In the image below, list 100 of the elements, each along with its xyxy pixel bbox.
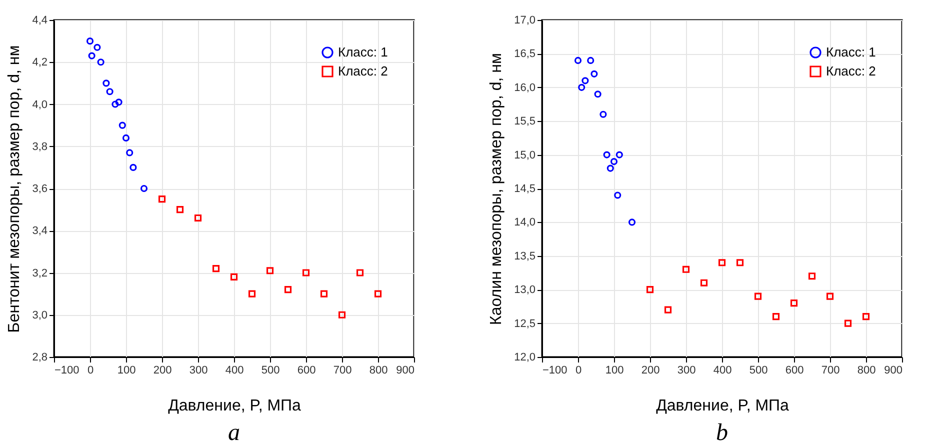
point xyxy=(616,151,623,158)
y-tick-label: 15,5 xyxy=(514,116,536,128)
y-tick-label: 15,0 xyxy=(514,149,536,162)
point xyxy=(194,214,202,222)
x-tick-label: 300 xyxy=(189,364,208,376)
legend-label: Класс: 1 xyxy=(826,44,876,60)
point xyxy=(86,38,94,45)
point xyxy=(338,311,346,318)
point xyxy=(590,70,598,78)
x-tick-label: 0 xyxy=(87,364,94,376)
y-tick-label: 13,0 xyxy=(514,284,536,296)
x-tick-label: 900 xyxy=(396,364,414,376)
x-tick-label: 700 xyxy=(821,364,840,376)
x-tick-label: 500 xyxy=(261,364,280,376)
point xyxy=(356,269,364,276)
point xyxy=(176,206,184,214)
point xyxy=(646,286,654,294)
x-tick-label: 100 xyxy=(605,364,624,376)
point xyxy=(862,313,870,320)
point xyxy=(122,134,130,142)
point xyxy=(682,266,690,273)
x-tick-label: 700 xyxy=(333,364,352,376)
x-tick-label: 0 xyxy=(575,364,582,376)
point xyxy=(574,56,582,64)
point xyxy=(606,164,614,172)
y-tick-label: 16,5 xyxy=(514,48,536,60)
x-axis-title: Давление, P, МПа xyxy=(168,398,302,414)
point xyxy=(600,110,607,118)
y-tick-label: 4,4 xyxy=(32,14,48,26)
point xyxy=(594,90,602,98)
point xyxy=(140,184,148,192)
legend-label: Класс: 2 xyxy=(826,64,876,78)
point xyxy=(284,286,292,294)
x-tick-label: 500 xyxy=(749,364,768,376)
y-tick-label: 4,2 xyxy=(32,56,48,69)
x-tick-label: 600 xyxy=(785,364,804,376)
y-tick-label: 16,0 xyxy=(514,82,536,94)
x-tick-label: 200 xyxy=(153,364,172,376)
point xyxy=(790,300,798,307)
x-tick-label: 800 xyxy=(369,364,388,376)
point xyxy=(610,158,618,166)
y-tick-label: 12,5 xyxy=(514,318,536,330)
x-axis-title: Давление, P, МПа xyxy=(656,398,790,414)
point xyxy=(320,290,328,298)
point xyxy=(106,88,114,96)
point xyxy=(844,320,852,327)
y-tick-label: 14,5 xyxy=(514,183,536,195)
point xyxy=(603,151,610,158)
point xyxy=(97,58,104,66)
point xyxy=(700,279,708,286)
y-tick-label: 2,8 xyxy=(32,352,48,364)
y-tick-label: 12,0 xyxy=(514,352,536,364)
point xyxy=(582,77,589,84)
point xyxy=(112,100,119,108)
point xyxy=(130,164,137,171)
point xyxy=(374,290,382,298)
point xyxy=(736,259,744,266)
point xyxy=(718,259,726,266)
x-tick-label: 400 xyxy=(225,364,244,376)
y-tick-label: 3,0 xyxy=(32,309,48,322)
x-tick-label: 800 xyxy=(857,364,876,376)
point xyxy=(126,149,134,156)
y-tick-label: 13,5 xyxy=(514,250,536,262)
y-axis-title: Бентонит мезопоры, размер пор, d, нм xyxy=(6,45,24,333)
x-tick-label: −100 xyxy=(54,364,80,376)
y-axis-title: Каолин мезопоры, размер пор, d, нм xyxy=(488,53,506,325)
point xyxy=(614,192,622,199)
point xyxy=(248,290,256,298)
x-tick-label: 900 xyxy=(884,364,902,376)
point xyxy=(212,265,220,272)
y-tick-label: 3,8 xyxy=(32,140,48,153)
point xyxy=(88,52,96,60)
legend-label: Класс: 1 xyxy=(338,44,388,60)
x-tick-label: 300 xyxy=(677,364,696,376)
point xyxy=(302,269,310,276)
y-tick-label: 14,0 xyxy=(514,216,536,229)
x-tick-label: 400 xyxy=(713,364,732,376)
point xyxy=(772,313,780,320)
x-tick-label: 600 xyxy=(297,364,316,376)
point xyxy=(587,56,594,64)
y-tick-label: 3,4 xyxy=(32,225,48,238)
point xyxy=(230,273,238,280)
point xyxy=(808,272,816,280)
point xyxy=(118,122,126,129)
point xyxy=(754,292,762,300)
x-tick-label: 200 xyxy=(641,364,660,376)
point xyxy=(664,306,672,314)
point xyxy=(578,84,586,91)
point xyxy=(115,98,122,106)
y-tick-label: 4,0 xyxy=(32,98,48,111)
text: a xyxy=(228,420,240,446)
legend-label: Класс: 2 xyxy=(338,64,388,78)
text: b xyxy=(716,420,728,446)
point xyxy=(826,292,834,300)
point xyxy=(94,44,101,51)
y-tick-label: 3,2 xyxy=(32,267,48,280)
point xyxy=(102,80,110,87)
x-tick-label: 100 xyxy=(117,364,136,376)
x-tick-label: −100 xyxy=(542,364,568,376)
point xyxy=(158,195,166,203)
